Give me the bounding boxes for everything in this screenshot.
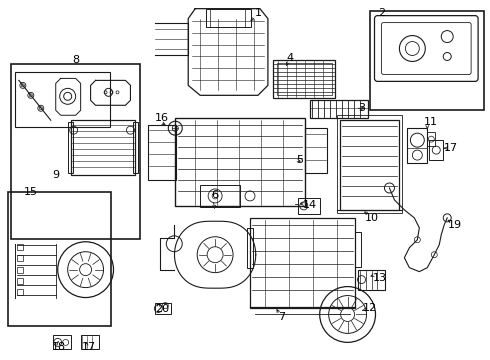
Text: 9: 9 <box>52 170 59 180</box>
Text: 4: 4 <box>286 54 294 63</box>
Bar <box>17 289 23 294</box>
Bar <box>340 120 399 210</box>
Bar <box>429 140 443 160</box>
Text: 16: 16 <box>155 113 170 123</box>
Bar <box>11 64 141 239</box>
Bar <box>298 198 319 214</box>
Bar <box>81 336 98 349</box>
Bar <box>247 228 253 268</box>
Bar <box>206 9 251 27</box>
Text: 20: 20 <box>155 305 170 315</box>
Text: 17: 17 <box>444 143 458 153</box>
Text: 17: 17 <box>81 342 96 352</box>
Bar <box>15 72 110 127</box>
Text: 13: 13 <box>372 273 387 283</box>
Bar <box>17 255 23 261</box>
Bar <box>358 270 386 289</box>
Text: 14: 14 <box>303 200 317 210</box>
Text: 3: 3 <box>358 103 365 113</box>
Bar <box>277 63 332 95</box>
Bar <box>427 132 435 146</box>
Text: 6: 6 <box>212 190 219 200</box>
Bar <box>407 128 427 163</box>
Text: 11: 11 <box>424 117 438 127</box>
Text: 8: 8 <box>72 55 79 66</box>
Text: 1: 1 <box>254 8 262 18</box>
Text: 18: 18 <box>51 342 66 352</box>
Bar <box>250 218 355 307</box>
Bar <box>337 115 402 213</box>
Text: 12: 12 <box>363 302 377 312</box>
Bar <box>305 128 327 173</box>
Bar <box>148 125 176 180</box>
Bar <box>369 11 484 110</box>
Bar <box>17 278 23 284</box>
Bar <box>273 60 335 98</box>
Text: 2: 2 <box>378 8 385 18</box>
Text: 5: 5 <box>296 155 303 165</box>
Bar <box>133 122 138 173</box>
Bar <box>68 122 73 173</box>
Text: 10: 10 <box>365 213 378 223</box>
Bar <box>200 185 240 207</box>
Bar <box>155 302 172 315</box>
Bar <box>17 267 23 273</box>
Bar <box>71 120 135 175</box>
Bar <box>175 118 305 206</box>
Bar <box>53 336 71 349</box>
Text: 15: 15 <box>24 187 38 197</box>
Bar <box>310 100 368 118</box>
Bar <box>8 192 111 327</box>
Bar <box>355 232 361 267</box>
Text: 19: 19 <box>448 220 462 230</box>
Text: 7: 7 <box>278 312 285 323</box>
Bar <box>17 244 23 250</box>
